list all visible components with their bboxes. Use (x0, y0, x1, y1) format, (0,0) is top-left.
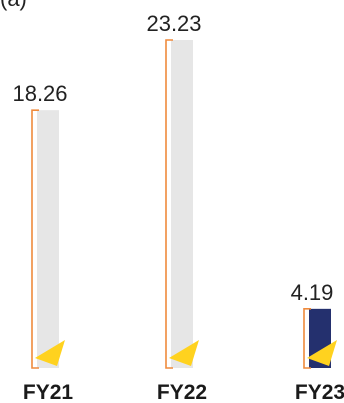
bracket-fy21 (31, 109, 39, 369)
value-label-fy23: 4.19 (291, 280, 334, 305)
marker-fy23 (307, 340, 337, 366)
marker-fy21 (35, 340, 65, 366)
bracket-fy23 (303, 308, 311, 369)
category-label-fy23: FY23 (295, 381, 344, 403)
marker-fy22 (169, 340, 199, 366)
bar-fy21 (37, 110, 59, 368)
panel-label: (a) (0, 0, 27, 12)
category-label-fy22: FY22 (157, 381, 207, 403)
value-label-fy22: 23.23 (146, 11, 201, 36)
bracket-fy22 (165, 39, 173, 369)
value-label-fy21: 18.26 (12, 81, 67, 106)
category-label-fy21: FY21 (23, 381, 74, 403)
bar-fy22 (171, 40, 193, 368)
